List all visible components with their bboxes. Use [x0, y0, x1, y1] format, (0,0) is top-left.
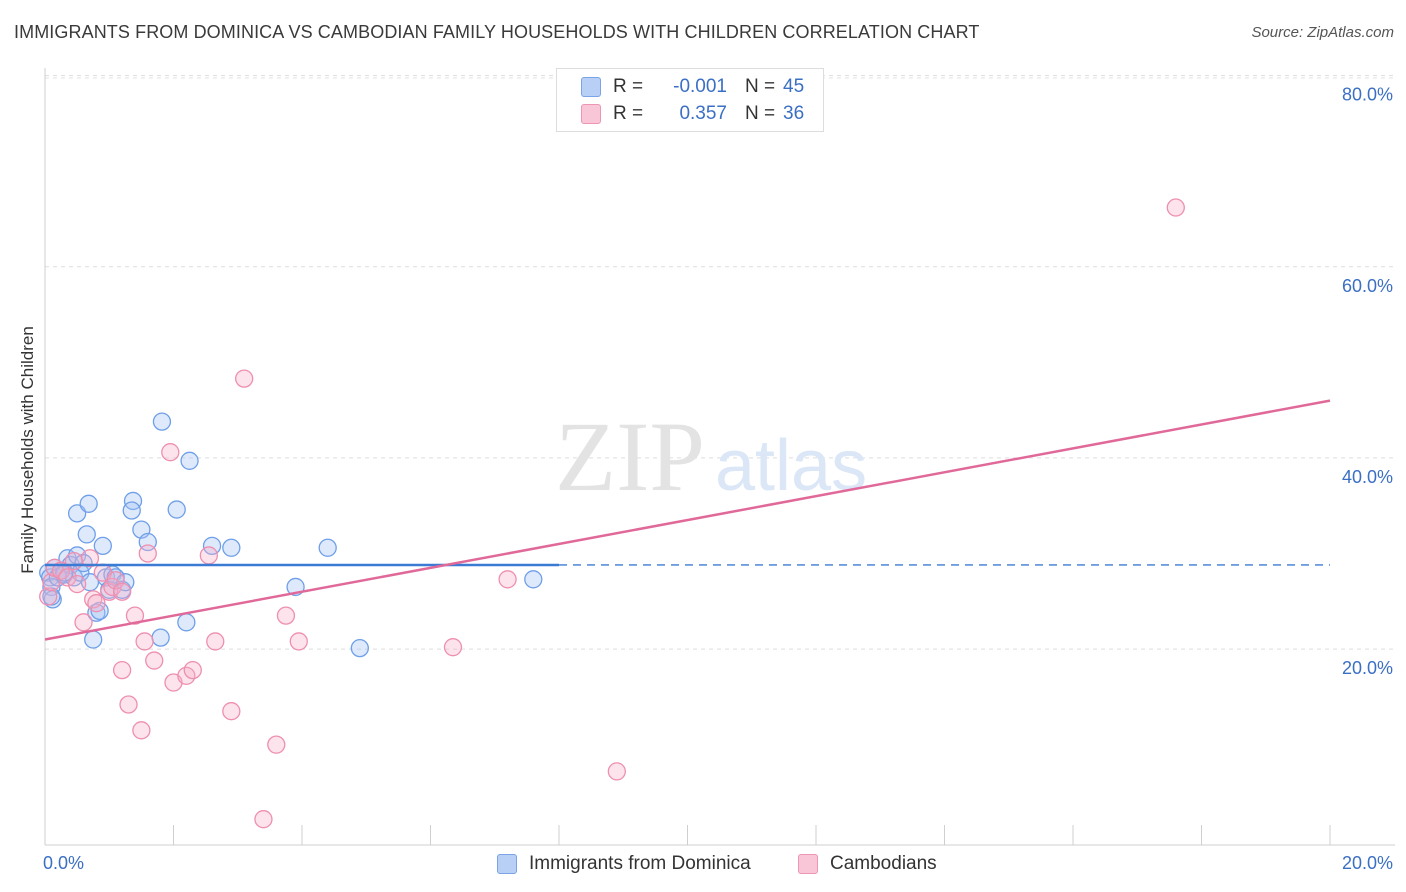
- data-points: [39, 198, 1185, 829]
- dominica-point: [77, 525, 96, 544]
- legend-swatch-dominica: [581, 77, 601, 97]
- legend-r-value-cambodians: 0.357: [679, 103, 727, 124]
- cambodians-point: [51, 561, 71, 580]
- y-tick-label-0: 20.0%: [1342, 658, 1393, 678]
- dominica-point: [122, 501, 141, 520]
- cambodians-point: [138, 544, 157, 563]
- cambodians-point: [254, 810, 273, 829]
- dominica-point: [350, 638, 369, 658]
- cambodians-point: [112, 660, 132, 680]
- legend-r-label: R =: [613, 76, 644, 97]
- dominica-point: [167, 500, 186, 519]
- cambodians-point: [112, 582, 132, 601]
- watermark: ZIP atlas: [555, 401, 867, 512]
- bottom-legend-cambodians[interactable]: Cambodians: [798, 852, 937, 876]
- cambodians-point: [58, 568, 77, 587]
- cambodians-point: [235, 369, 254, 388]
- x-tick-label-0: 0.0%: [43, 853, 84, 873]
- cambodians-point: [39, 587, 58, 606]
- cambodians-point: [222, 702, 241, 721]
- dominica-point: [177, 613, 196, 632]
- cambodians-trend-line: [44, 399, 1331, 641]
- cambodians-point: [206, 632, 225, 651]
- cambodians-point: [607, 762, 626, 781]
- axes: [44, 68, 1395, 846]
- legend-n-value-dominica: 45: [783, 76, 805, 97]
- cambodians-point: [67, 574, 87, 594]
- legend-n-label: N =: [745, 76, 776, 97]
- cambodians-point: [161, 443, 180, 462]
- cambodians-point: [64, 552, 84, 571]
- legend-row-dominica: R = -0.001 N = 45: [581, 74, 804, 100]
- gridlines: [45, 75, 1395, 650]
- chart-title: IMMIGRANTS FROM DOMINICA VS CAMBODIAN FA…: [14, 22, 980, 42]
- watermark-atlas: atlas: [715, 426, 867, 506]
- cambodians-point: [498, 570, 517, 589]
- dominica-point: [87, 603, 106, 622]
- cambodians-point: [125, 606, 145, 625]
- dominica-point: [318, 538, 337, 557]
- cambodians-point: [276, 606, 296, 625]
- dominica-point: [151, 628, 170, 647]
- bottom-legend-dominica[interactable]: Immigrants from Dominica: [497, 852, 751, 876]
- dominica-point: [524, 570, 543, 589]
- cambodians-point: [87, 594, 106, 613]
- y-tick-label-1: 40.0%: [1342, 467, 1393, 487]
- legend-n-label: N =: [745, 103, 776, 124]
- dominica-point: [222, 538, 241, 557]
- cambodians-point: [267, 735, 286, 754]
- correlation-legend: R = -0.001 N = 45 R = 0.357 N = 36: [556, 68, 824, 132]
- legend-swatch-cambodians: [581, 104, 601, 124]
- cambodians-point: [135, 632, 154, 651]
- tick-labels: 20.0% 40.0% 60.0% 80.0% 0.0% 20.0%: [43, 85, 1393, 873]
- cambodians-point: [289, 632, 308, 651]
- bottom-legend-label-cambodians: Cambodians: [830, 853, 937, 874]
- legend-n-value-cambodians: 36: [783, 103, 805, 124]
- dominica-point: [180, 451, 199, 470]
- cambodians-point: [132, 721, 151, 740]
- source-label: Source: ZipAtlas.com: [1251, 24, 1394, 41]
- dominica-point: [202, 536, 222, 556]
- cambodians-point: [106, 571, 125, 590]
- dominica-point: [93, 536, 112, 556]
- cambodians-point: [119, 695, 138, 714]
- watermark-zip: ZIP: [555, 401, 705, 512]
- cambodians-point: [145, 651, 164, 670]
- dominica-point: [79, 494, 98, 513]
- y-tick-label-3: 80.0%: [1342, 85, 1393, 105]
- cambodians-point: [183, 660, 202, 680]
- cambodians-point: [443, 638, 463, 657]
- cambodians-point: [1166, 198, 1185, 217]
- legend-row-cambodians: R = 0.357 N = 36: [581, 101, 804, 127]
- cambodians-point: [199, 546, 218, 565]
- legend-r-label: R =: [613, 103, 644, 124]
- cambodians-point: [74, 613, 93, 632]
- x-tick-label-1: 20.0%: [1342, 853, 1393, 873]
- bottom-legend-label-dominica: Immigrants from Dominica: [529, 853, 751, 874]
- dominica-point: [84, 630, 103, 649]
- y-tick-label-2: 60.0%: [1342, 276, 1393, 296]
- bottom-legend-swatch-dominica: [497, 854, 517, 874]
- cambodians-point: [80, 549, 100, 568]
- legend-r-value-dominica: -0.001: [673, 76, 727, 97]
- bottom-legend-swatch-cambodians: [798, 854, 818, 874]
- dominica-point: [123, 491, 143, 511]
- trend-lines: [44, 399, 1331, 641]
- dominica-point: [152, 412, 172, 431]
